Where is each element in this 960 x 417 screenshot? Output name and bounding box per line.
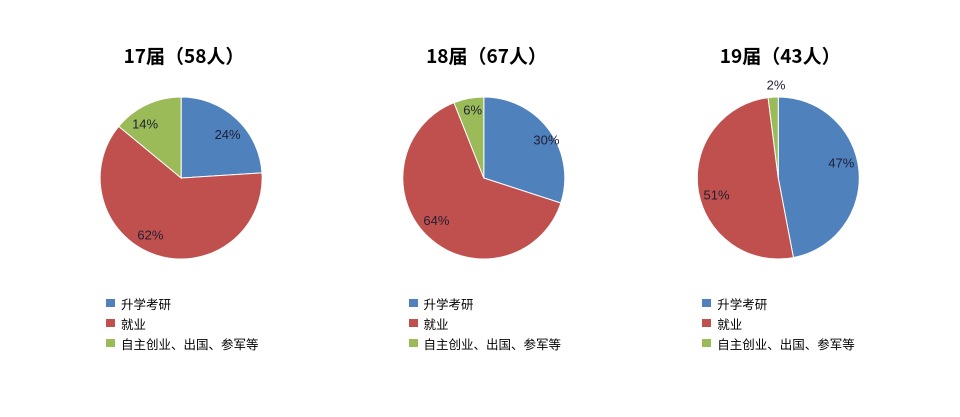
svg-text:2%: 2%	[767, 77, 786, 92]
svg-text:30%: 30%	[533, 132, 559, 147]
svg-text:62%: 62%	[137, 227, 163, 242]
svg-text:47%: 47%	[828, 156, 854, 171]
svg-text:51%: 51%	[703, 188, 729, 203]
svg-text:6%: 6%	[463, 102, 482, 117]
svg-text:14%: 14%	[132, 116, 158, 131]
svg-text:24%: 24%	[215, 127, 241, 142]
svg-text:64%: 64%	[423, 213, 449, 228]
